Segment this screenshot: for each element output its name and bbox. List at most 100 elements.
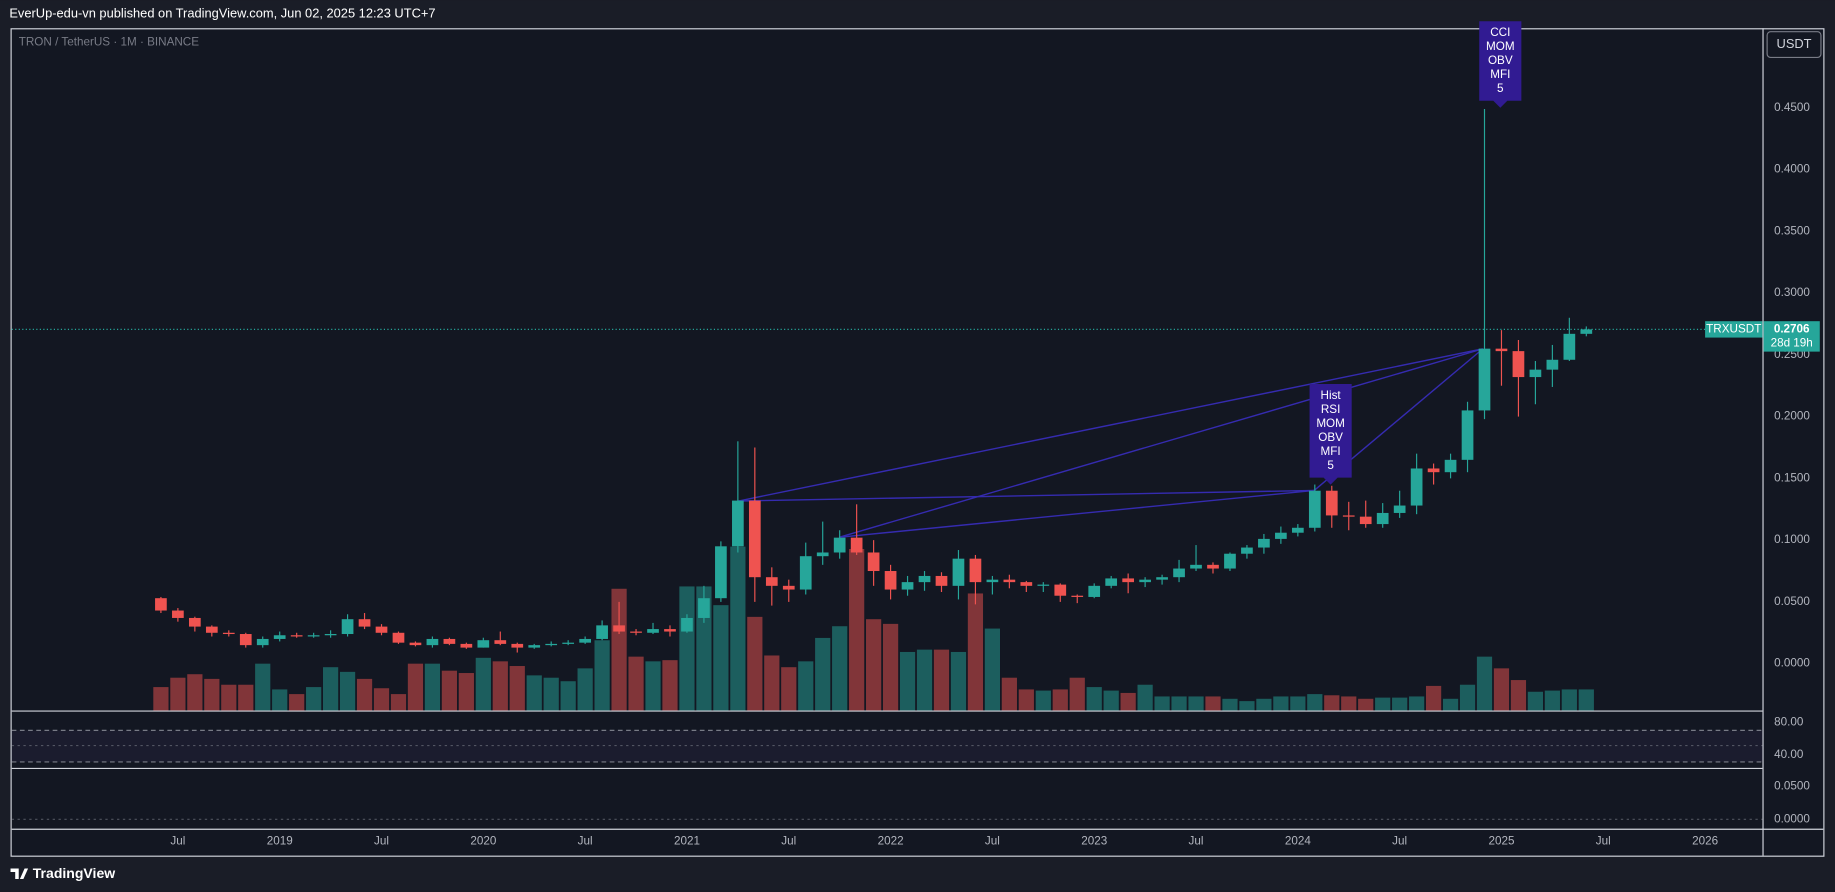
candle-body (1478, 348, 1491, 411)
volume-bar (475, 657, 491, 711)
currency-button[interactable] (1766, 31, 1822, 59)
candle-body (1325, 490, 1338, 516)
volume-bar (832, 626, 848, 711)
annotation-line: 5 (1327, 459, 1334, 472)
volume-bar (577, 668, 593, 711)
volume-bar (543, 677, 559, 711)
volume-bar (1324, 695, 1340, 711)
y-tick-label: 0.4000 (1774, 163, 1810, 176)
volume-bar (1493, 668, 1510, 711)
volume-bar (1341, 696, 1357, 711)
y-tick-label: 0.0000 (1774, 657, 1810, 670)
volume-bar (1188, 696, 1204, 711)
x-tick-label: 2025 (1488, 835, 1515, 848)
candle-body (1512, 351, 1525, 378)
candle-body (1258, 538, 1270, 548)
candle-body (681, 617, 693, 632)
candle-body (698, 598, 710, 618)
y-tick-label: 0.0500 (1774, 595, 1810, 608)
volume-bar (1137, 684, 1153, 711)
candle-body (1410, 468, 1423, 506)
volume-bar (153, 687, 169, 711)
volume-bar (967, 593, 984, 711)
candle-body (1308, 490, 1321, 528)
candle-body (664, 629, 676, 632)
x-tick-label: 2026 (1692, 835, 1718, 848)
symbol-tag-box (1705, 321, 1763, 338)
volume-bar (390, 694, 407, 711)
volume-bar (306, 687, 322, 711)
annotation-line: MOM (1316, 417, 1345, 430)
candle-body (256, 638, 269, 646)
volume-bar (356, 678, 373, 711)
candle-body (901, 582, 914, 590)
y-tick-label: 0.3000 (1774, 286, 1810, 299)
volume-bar (1239, 701, 1255, 711)
volume-bar (255, 663, 271, 711)
candle-body (884, 571, 897, 590)
symbol-info: TRON / TetherUS · 1M · BINANCE (19, 35, 200, 48)
volume-bar (289, 694, 305, 711)
volume-bar (272, 689, 288, 711)
volume-bar (679, 586, 695, 711)
candle-body (596, 625, 608, 639)
volume-bar (662, 660, 678, 711)
currency-label[interactable]: USDT (1777, 36, 1812, 51)
volume-bar (781, 667, 797, 711)
candle-body (511, 643, 524, 648)
candle-body (952, 558, 965, 586)
annotation-line: MOM (1486, 40, 1515, 53)
volume-bar (899, 651, 916, 711)
candle-body (528, 645, 541, 648)
x-tick-label: 2022 (878, 835, 904, 848)
candle-body (1359, 516, 1372, 525)
candle-body (358, 619, 371, 627)
candle-body (460, 643, 473, 648)
volume-bar (866, 619, 882, 711)
x-tick-label: Jul (578, 835, 593, 848)
volume-bar (645, 661, 661, 711)
volume-bar (798, 661, 814, 711)
volume-bar (1035, 690, 1051, 711)
candle-body (850, 537, 863, 553)
candle-body (918, 575, 931, 583)
volume-bar (984, 628, 1001, 711)
candle-body (1563, 333, 1576, 360)
volume-bar (1256, 698, 1272, 711)
divergence-line (839, 489, 1315, 538)
candle-body (155, 598, 167, 611)
candle-body (494, 640, 507, 644)
x-tick-label: Jul (1596, 835, 1611, 848)
candle-body (392, 632, 405, 643)
volume-bar (882, 623, 899, 711)
candle-body (477, 640, 490, 648)
x-tick-label: Jul (1189, 835, 1204, 848)
annotation-line: OBV (1318, 431, 1343, 444)
candle-body (1105, 578, 1118, 586)
candle-body (799, 556, 812, 590)
candle-body (1020, 582, 1033, 586)
candle-body (239, 634, 252, 646)
annotation-line: MFI (1490, 68, 1510, 81)
volume-bar (1307, 694, 1323, 711)
candle-body (222, 632, 235, 635)
candle-body (341, 619, 354, 635)
candle-body (1393, 505, 1406, 513)
candle-body (189, 617, 201, 627)
volume-bar (1578, 689, 1594, 711)
candle-body (1241, 547, 1253, 554)
candle-body (562, 642, 575, 644)
candle-body (1122, 578, 1135, 583)
volume-bar (322, 667, 339, 711)
volume-bar (849, 548, 865, 711)
volume-bar (509, 666, 525, 711)
volume-bar (1290, 696, 1306, 711)
volume-bar (916, 649, 933, 711)
x-tick-label: Jul (781, 835, 796, 848)
divergence-line (738, 489, 1315, 502)
header-text: EverUp-edu-vn published on TradingView.c… (9, 6, 435, 21)
candle-body (324, 634, 337, 636)
volume-bar (560, 681, 576, 711)
volume-bar (611, 588, 627, 711)
